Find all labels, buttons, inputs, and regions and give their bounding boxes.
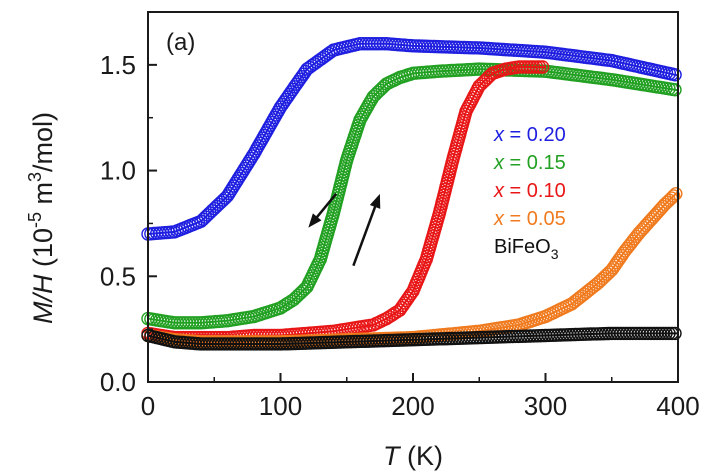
data-point: [666, 189, 681, 203]
arrow-down: [312, 193, 338, 223]
legend-entry: x = 0.20: [493, 124, 566, 146]
y-tick-label: 1.5: [100, 50, 136, 80]
legend-entry: x = 0.10: [493, 180, 566, 202]
y-axis-title: M/H (10-5 m3/mol): [25, 112, 58, 324]
x-tick-label: 400: [656, 391, 699, 421]
y-tick-label: 0.0: [100, 367, 136, 397]
data-point: [532, 60, 547, 74]
data-point: [662, 326, 676, 341]
legend-entry: BiFeO3: [494, 236, 559, 262]
panel-label: (a): [166, 29, 195, 56]
data-point: [668, 326, 682, 341]
series-0: [141, 37, 682, 241]
x-tick-label: 0: [141, 391, 155, 421]
series-2: [141, 60, 550, 345]
series-4: [141, 326, 682, 351]
annotation-arrows: [308, 193, 381, 267]
x-axis-title: T (K): [383, 441, 443, 471]
x-tick-label: 200: [391, 391, 434, 421]
data-point: [527, 60, 541, 74]
data-point: [535, 60, 550, 74]
legend-entry: x = 0.05: [493, 208, 566, 230]
data-point: [659, 326, 673, 341]
data-point: [669, 187, 683, 201]
series-1: [141, 62, 682, 330]
legend-entry: x = 0.15: [493, 152, 566, 174]
data-point: [481, 70, 495, 85]
series-line: [147, 65, 546, 339]
arrow-up: [352, 200, 379, 267]
legend: x = 0.20 x = 0.15 x = 0.10 x = 0.05 BiFeO3: [493, 124, 566, 262]
axis-ticks: 0 100 200 300 400 0.0 0.5 1.0 1.5: [100, 50, 700, 421]
arrow-up-head: [369, 193, 381, 209]
y-tick-label: 0.5: [100, 261, 136, 291]
x-tick-label: 100: [259, 391, 302, 421]
data-markers-layer: [141, 37, 683, 351]
x-tick-label: 300: [524, 391, 567, 421]
arrow-down-head: [308, 213, 322, 228]
y-tick-label: 1.0: [100, 156, 136, 186]
data-point: [668, 68, 682, 82]
data-point: [668, 82, 682, 97]
